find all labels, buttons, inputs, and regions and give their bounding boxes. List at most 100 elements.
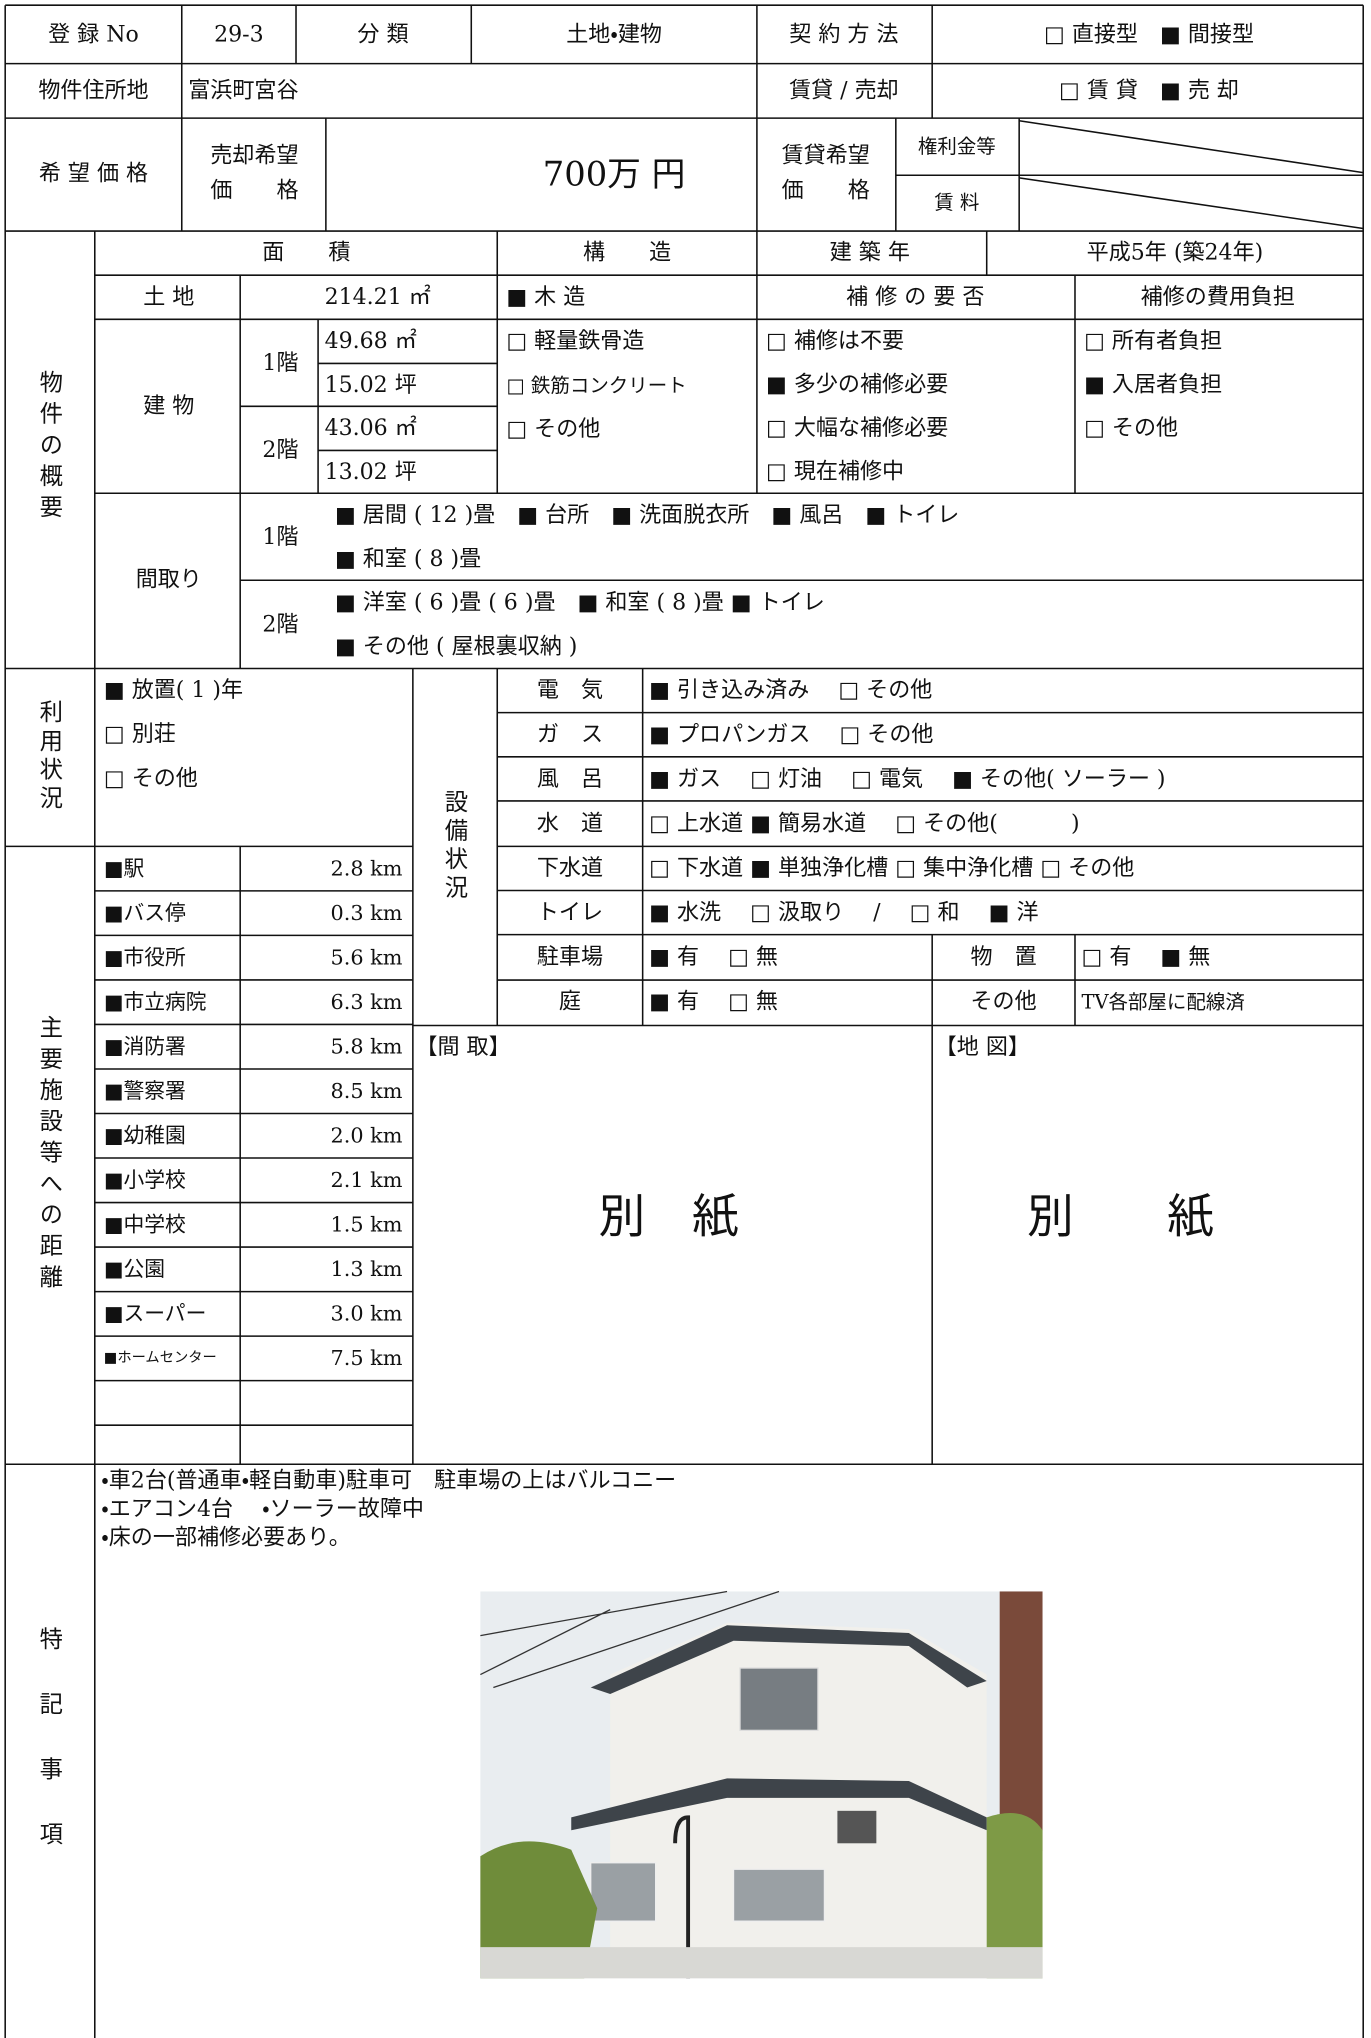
contract-type: □ 直接型 ■ 間接型	[1044, 23, 1254, 48]
built-year: 平成5年 (築24年)	[1087, 241, 1264, 266]
photo-window	[590, 1862, 657, 1922]
facility-value: TV各部屋に配線済	[1081, 991, 1244, 1014]
repair-cost-option: ■ 入居者負担	[1084, 372, 1222, 397]
label: 権利金等	[918, 135, 996, 158]
label: 売却希望	[210, 143, 298, 168]
facility-name: ■消防署	[104, 1035, 186, 1059]
label: 建 物	[143, 394, 194, 419]
photo-roof	[590, 1625, 987, 1695]
usage-option: □ その他	[104, 766, 198, 791]
facility-label: 風 呂	[537, 767, 603, 792]
facility-value: ■ プロパンガス □ その他	[649, 723, 933, 748]
label: 登 録 No	[48, 23, 139, 48]
photo-window	[732, 1868, 826, 1922]
floor-plan-value: 別 紙	[599, 1191, 739, 1245]
section-label: 利用状況	[35, 699, 63, 814]
facility-label: 水 道	[537, 812, 603, 837]
photo-greenery	[480, 1841, 598, 1979]
label: 賃貸希望	[782, 143, 870, 168]
facility-label: 庭	[559, 990, 581, 1015]
note-line: ・車2台(普通車・軽自動車)駐車可 駐車場の上はバルコニー	[101, 1469, 676, 1494]
facility-label: 物 置	[971, 945, 1037, 970]
facility-label: 下水道	[537, 856, 603, 881]
photo-wall	[610, 1622, 987, 1979]
distance: 5.6 km	[331, 945, 403, 969]
note-line: ・エアコン4台 ・ソーラー故障中	[101, 1497, 424, 1522]
map-value: 別 紙	[1027, 1191, 1214, 1245]
floor-label: 2階	[262, 613, 298, 638]
facility-value: ■ 引き込み済み □ その他	[649, 678, 932, 703]
label: 賃貸 / 売却	[789, 78, 899, 103]
category: 土地・建物	[566, 23, 662, 48]
structure-option: ■ 木 造	[506, 285, 585, 310]
facility-label: 電 気	[537, 678, 603, 703]
floor-area: 13.02 坪	[325, 460, 417, 485]
floor-area: 49.68 ㎡	[325, 328, 417, 354]
photo-ground	[480, 1947, 1043, 1979]
facility-name: ■スーパー	[104, 1302, 206, 1326]
facility-name: ■バス停	[104, 901, 186, 925]
facility-name: ■中学校	[104, 1213, 186, 1237]
section-label: 物件の概要	[35, 370, 63, 526]
label: 土 地	[143, 285, 194, 310]
usage-option: □ 別荘	[104, 722, 176, 747]
distance: 1.5 km	[331, 1213, 403, 1237]
facility-name: ■幼稚園	[104, 1124, 186, 1148]
floor-area: 15.02 坪	[325, 373, 417, 398]
facility-value: ■ 有 □ 無	[649, 945, 778, 970]
facility-name: ■公園	[104, 1257, 165, 1281]
house-photo	[480, 1590, 1043, 1979]
facility-value: ■ 水洗 □ 汲取り / □ 和 ■ 洋	[649, 901, 1038, 926]
deal-type: □ 賃 貸 ■ 売 却	[1059, 78, 1239, 103]
distance: 2.0 km	[331, 1124, 403, 1148]
distance: 6.3 km	[331, 990, 403, 1014]
land-area: 214.21 ㎡	[325, 284, 431, 310]
distance: 3.0 km	[331, 1302, 403, 1326]
distance: 2.8 km	[331, 856, 403, 880]
registration-no: 29-3	[214, 23, 264, 48]
facility-name: ■駅	[104, 856, 145, 880]
section-label: 主要施設等への距離	[35, 1015, 63, 1296]
diagonal-rule	[1019, 177, 1364, 230]
facility-label: トイレ	[537, 901, 603, 926]
photo-greenery	[986, 1812, 1043, 1979]
layout-line: ■ 洋室 ( 6 )畳 ( 6 )畳 ■ 和室 ( 8 )畳 ■ トイレ	[335, 590, 825, 615]
layout-line: ■ 居間 ( 12 )畳 ■ 台所 ■ 洗面脱衣所 ■ 風呂 ■ トイレ	[335, 503, 959, 528]
distance: 5.8 km	[331, 1035, 403, 1059]
floor-area: 43.06 ㎡	[325, 415, 417, 441]
repair-option: □ 大幅な補修必要	[766, 416, 948, 441]
distance: 8.5 km	[331, 1079, 403, 1103]
label: 価 格	[210, 178, 298, 203]
layout-line: ■ 和室 ( 8 )畳	[335, 547, 481, 572]
facility-name: ■市立病院	[104, 990, 207, 1014]
label: 契 約 方 法	[789, 23, 898, 48]
label: 補修の費用負担	[1141, 285, 1295, 310]
facility-value: □ 下水道 ■ 単独浄化槽 □ 集中浄化槽 □ その他	[649, 856, 1134, 881]
floor-label: 1階	[262, 525, 298, 550]
distance: 1.3 km	[331, 1257, 403, 1281]
label: 建 築 年	[830, 241, 910, 266]
facility-label: 駐車場	[537, 945, 603, 970]
facility-value: ■ ガス □ 灯油 □ 電気 ■ その他( ソーラー )	[649, 767, 1165, 792]
photo-wires	[480, 1590, 780, 1689]
facility-name: ■警察署	[104, 1079, 186, 1103]
floor-label: 2階	[262, 438, 298, 463]
facility-value: □ 上水道 ■ 簡易水道 □ その他( )	[649, 812, 1079, 837]
facility-label: その他	[971, 990, 1037, 1015]
photo-neighbor	[999, 1591, 1043, 1852]
structure-option: □ その他	[506, 417, 600, 442]
photo-pipe	[673, 1815, 691, 1979]
sale-price: 700万 円	[543, 154, 686, 193]
address: 富浜町宮谷	[188, 78, 298, 103]
facility-name: ■ホームセンター	[104, 1349, 217, 1366]
facility-name: ■小学校	[104, 1168, 186, 1192]
repair-option: □ 補修は不要	[766, 329, 904, 354]
repair-option: ■ 多少の補修必要	[766, 372, 948, 397]
label: 【地 図】	[935, 1035, 1030, 1060]
label: 価 格	[782, 178, 870, 203]
structure-option: □ 軽量鉄骨造	[506, 329, 644, 354]
label: 【間 取】	[415, 1035, 510, 1060]
